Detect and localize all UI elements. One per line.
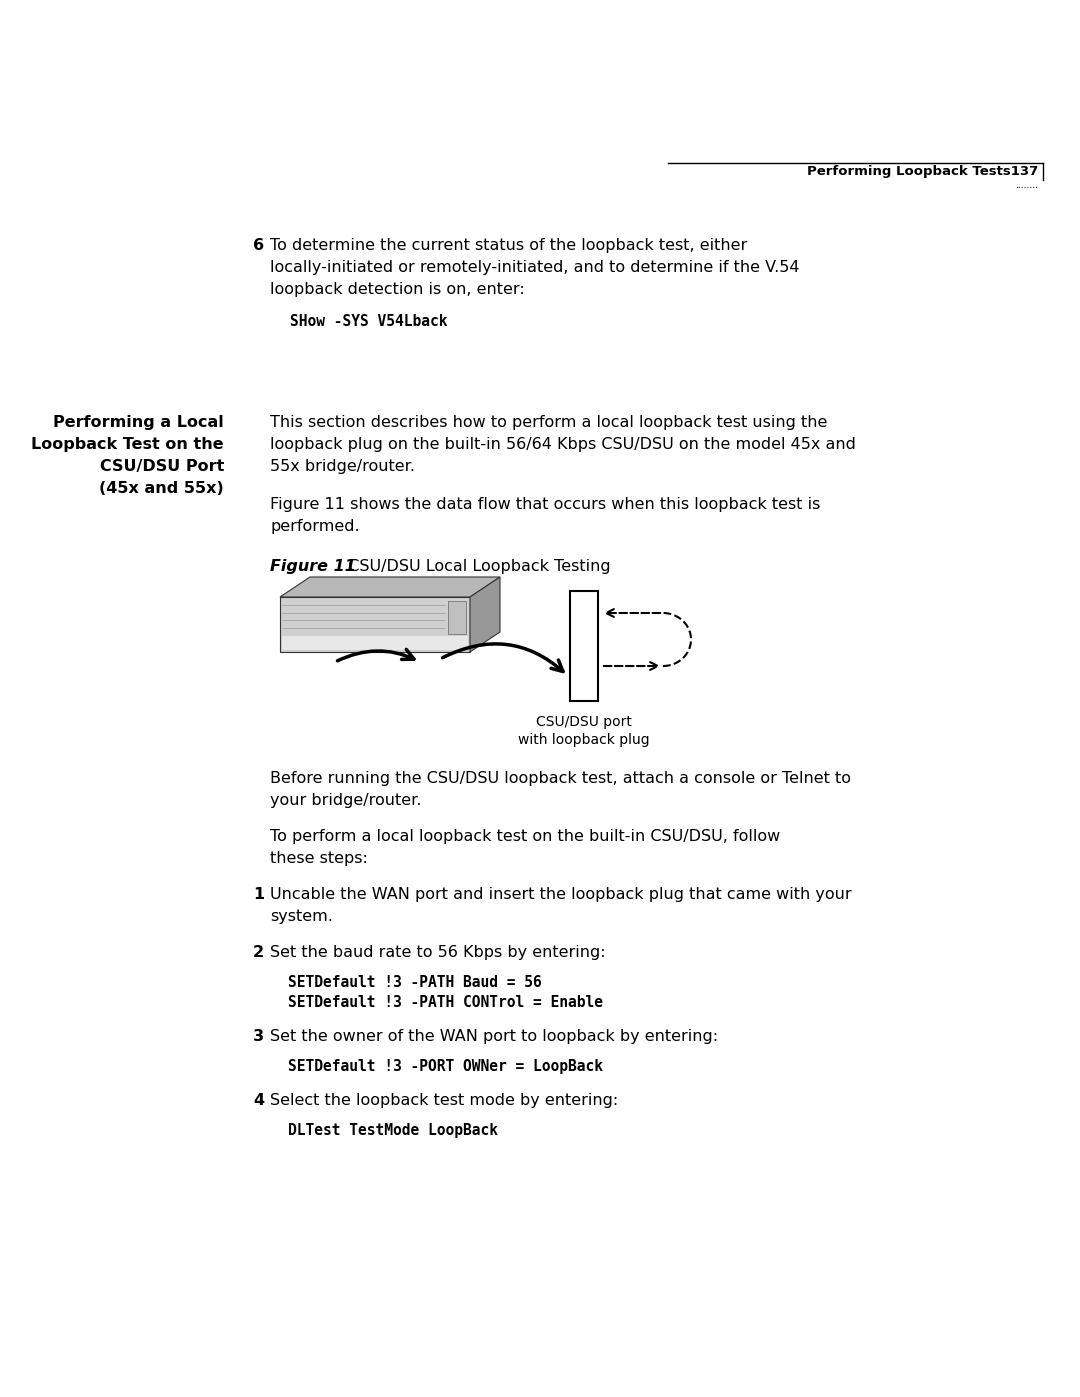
Text: This section describes how to perform a local loopback test using the: This section describes how to perform a …	[270, 415, 827, 430]
Text: Performing Loopback Tests137: Performing Loopback Tests137	[807, 165, 1038, 179]
Text: SETDefault !3 -PATH Baud = 56: SETDefault !3 -PATH Baud = 56	[288, 975, 542, 990]
Text: SHow -SYS V54Lback: SHow -SYS V54Lback	[291, 314, 447, 330]
Text: CSU/DSU Port: CSU/DSU Port	[99, 460, 224, 474]
Text: Before running the CSU/DSU loopback test, attach a console or Telnet to: Before running the CSU/DSU loopback test…	[270, 771, 851, 787]
Polygon shape	[470, 577, 500, 652]
Text: Select the loopback test mode by entering:: Select the loopback test mode by enterin…	[270, 1092, 618, 1108]
Text: Figure 11: Figure 11	[270, 559, 356, 574]
Text: (45x and 55x): (45x and 55x)	[99, 481, 224, 496]
Text: 2: 2	[253, 944, 265, 960]
Text: performed.: performed.	[270, 520, 360, 534]
Text: CSU/DSU Local Loopback Testing: CSU/DSU Local Loopback Testing	[338, 559, 610, 574]
Text: To determine the current status of the loopback test, either: To determine the current status of the l…	[270, 237, 747, 253]
Text: your bridge/router.: your bridge/router.	[270, 793, 421, 807]
Text: Figure 11 shows the data flow that occurs when this loopback test is: Figure 11 shows the data flow that occur…	[270, 497, 821, 511]
Text: locally-initiated or remotely-initiated, and to determine if the V.54: locally-initiated or remotely-initiated,…	[270, 260, 799, 275]
Text: CSU/DSU port: CSU/DSU port	[536, 715, 632, 729]
Polygon shape	[448, 601, 465, 634]
Text: 55x bridge/router.: 55x bridge/router.	[270, 460, 415, 474]
Text: ........: ........	[1015, 182, 1038, 190]
Polygon shape	[280, 597, 470, 652]
Text: Performing a Local: Performing a Local	[53, 415, 224, 430]
Text: loopback plug on the built-in 56/64 Kbps CSU/DSU on the model 45x and: loopback plug on the built-in 56/64 Kbps…	[270, 437, 855, 453]
Text: Uncable the WAN port and insert the loopback plug that came with your: Uncable the WAN port and insert the loop…	[270, 887, 852, 902]
Text: Loopback Test on the: Loopback Test on the	[31, 437, 224, 453]
Polygon shape	[280, 577, 500, 597]
Text: with loopback plug: with loopback plug	[518, 733, 650, 747]
Text: Set the baud rate to 56 Kbps by entering:: Set the baud rate to 56 Kbps by entering…	[270, 944, 606, 960]
Text: 1: 1	[253, 887, 265, 902]
Text: SETDefault !3 -PATH CONTrol = Enable: SETDefault !3 -PATH CONTrol = Enable	[288, 995, 603, 1010]
Text: these steps:: these steps:	[270, 851, 368, 866]
Text: 4: 4	[253, 1092, 265, 1108]
Text: system.: system.	[270, 909, 333, 923]
Text: Set the owner of the WAN port to loopback by entering:: Set the owner of the WAN port to loopbac…	[270, 1030, 718, 1044]
Text: DLTest TestMode LoopBack: DLTest TestMode LoopBack	[288, 1123, 498, 1139]
Polygon shape	[282, 636, 468, 650]
Text: 3: 3	[253, 1030, 265, 1044]
Polygon shape	[570, 591, 598, 701]
Text: 6: 6	[253, 237, 265, 253]
Text: SETDefault !3 -PORT OWNer = LoopBack: SETDefault !3 -PORT OWNer = LoopBack	[288, 1059, 603, 1074]
Text: loopback detection is on, enter:: loopback detection is on, enter:	[270, 282, 525, 298]
Text: To perform a local loopback test on the built-in CSU/DSU, follow: To perform a local loopback test on the …	[270, 828, 780, 844]
